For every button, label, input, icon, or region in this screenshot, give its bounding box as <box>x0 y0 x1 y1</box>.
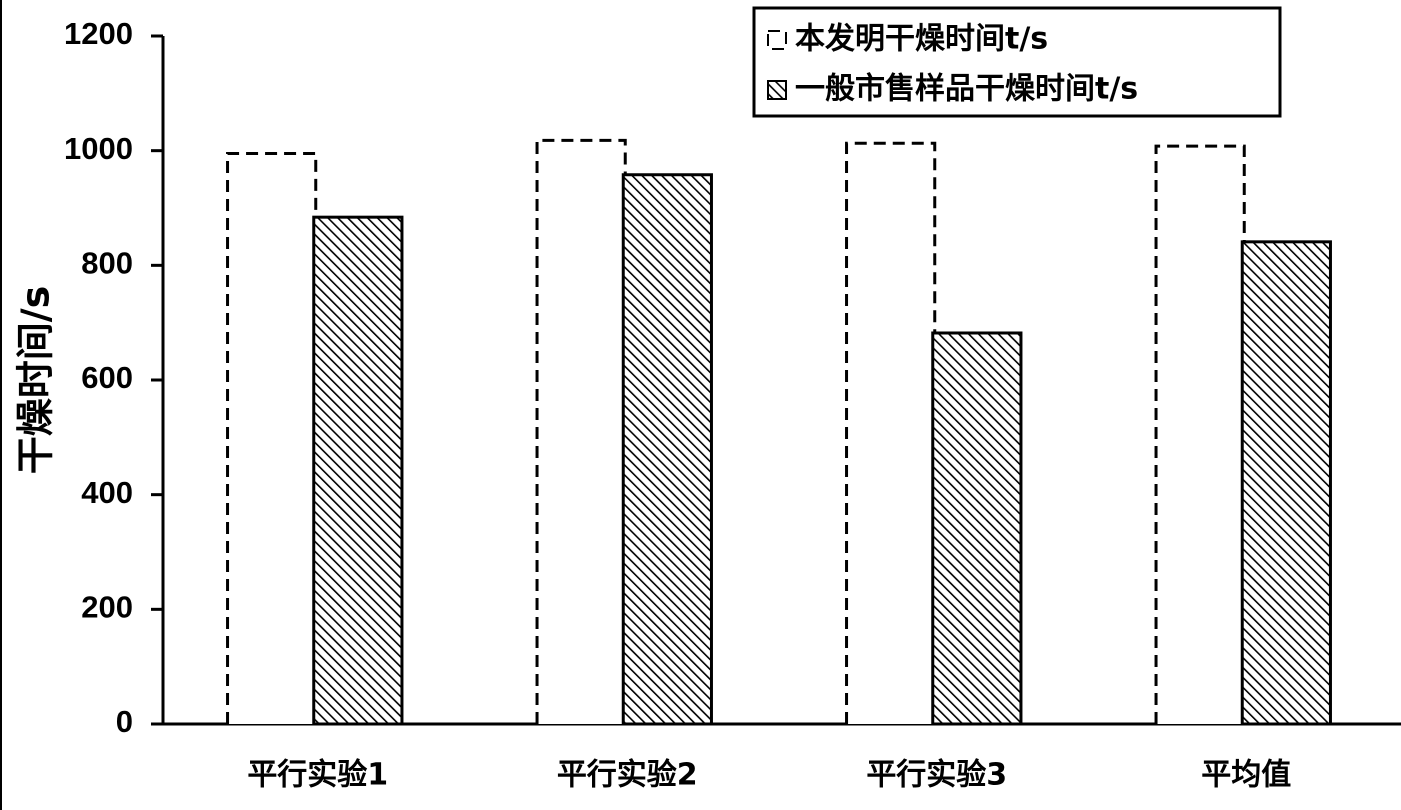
y-tick-label: 1000 <box>64 131 133 166</box>
bar <box>931 331 1023 726</box>
x-tick-label: 平行实验1 <box>247 758 388 793</box>
legend-text: 本发明干燥时间t/s <box>795 22 1048 57</box>
bar <box>845 141 937 724</box>
bar <box>535 138 627 724</box>
y-tick-label: 1200 <box>64 16 133 51</box>
y-tick-label: 400 <box>81 475 133 510</box>
y-tick-label: 200 <box>81 590 133 625</box>
legend-marker <box>767 30 787 50</box>
y-tick-label: 800 <box>81 246 133 281</box>
legend-box <box>752 6 1282 118</box>
x-tick-label: 平行实验2 <box>557 758 698 793</box>
bar <box>1154 144 1246 724</box>
y-axis-label: 干燥时间/s <box>14 286 58 475</box>
x-tick-label: 平行实验3 <box>866 758 1007 793</box>
legend-text: 一般市售样品干燥时间t/s <box>795 72 1138 107</box>
bar <box>312 215 404 726</box>
y-tick-label: 0 <box>116 704 133 739</box>
legend-marker <box>767 80 787 100</box>
x-tick-label: 平均值 <box>1201 758 1291 793</box>
bar <box>226 152 318 724</box>
y-tick-label: 600 <box>81 360 133 395</box>
bar <box>621 173 713 726</box>
bar <box>1240 240 1332 726</box>
